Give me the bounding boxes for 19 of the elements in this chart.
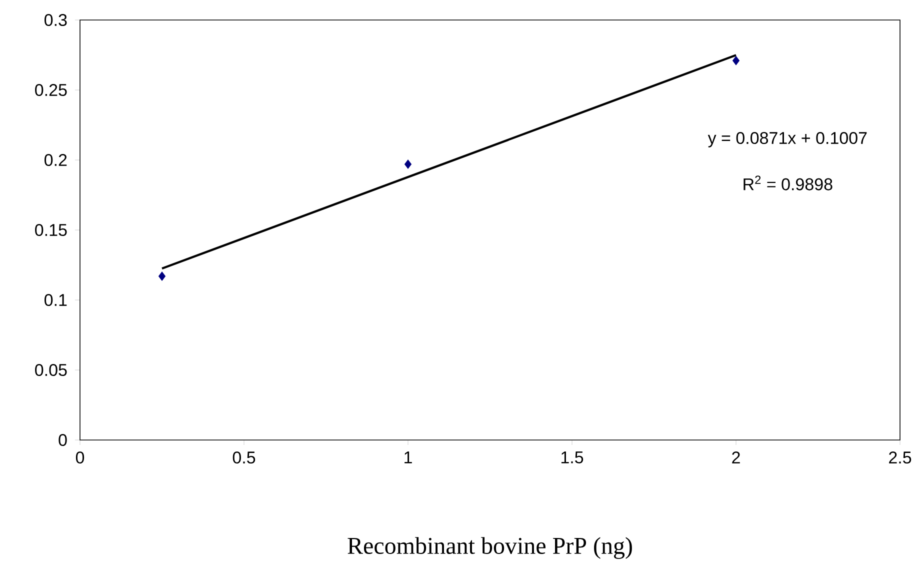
- x-axis-title: Recombinant bovine PrP (ng): [348, 537, 632, 559]
- point: [158, 272, 166, 281]
- x-tick-label: 2: [732, 452, 740, 464]
- x-tick-label: 1: [404, 452, 412, 464]
- y-tick-label: 0.1: [44, 294, 67, 306]
- annotation: y = 0.0871x + 0.1007: [708, 132, 867, 148]
- x-tick-label: 0.5: [232, 452, 256, 464]
- point: [732, 56, 740, 66]
- y-tick-label: 0.15: [35, 224, 67, 236]
- y-tick-label: 0.2: [44, 154, 67, 166]
- annotation: R$^{2}$ = 0.9898: [744, 176, 832, 190]
- y-tick-label: 0.05: [35, 364, 67, 376]
- y-tick-label: 0.3: [44, 14, 67, 26]
- y-tick-label: 0: [58, 434, 67, 446]
- x-tick-label: 1.5: [561, 452, 584, 464]
- point: [404, 159, 412, 169]
- x-tick-label: 0: [76, 452, 84, 464]
- y-tick-label: 0.25: [35, 84, 67, 96]
- x-tick-label: 2.5: [889, 452, 912, 464]
